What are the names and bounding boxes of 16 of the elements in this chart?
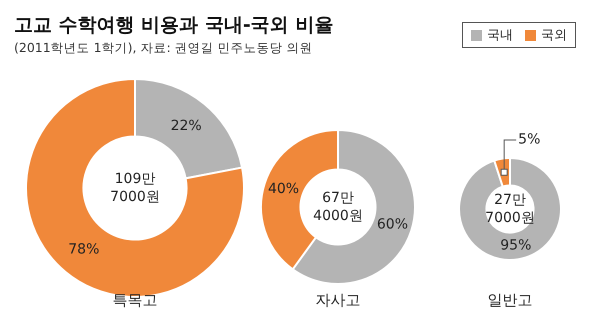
legend-label: 국외: [541, 27, 567, 44]
data-label: 78%: [68, 241, 100, 258]
text: 109만 7000원: [109, 170, 161, 207]
text: 자사고: [314, 291, 362, 310]
chart-title: 고교 수학여행 비용과 국내-국외 비율: [14, 13, 334, 38]
text: 특목고: [112, 291, 158, 310]
legend-label: 국내: [487, 27, 513, 44]
text: (2011학년도 1학기), 자료: 권영길 민주노동당 의원: [14, 40, 313, 57]
data-label: 95%: [500, 237, 532, 254]
data-label: 22%: [170, 118, 202, 134]
text: 27만 7000원: [484, 191, 536, 228]
data-label: 60%: [376, 216, 408, 232]
text: 67만 4000원: [312, 189, 364, 226]
data-label: 40%: [268, 180, 300, 197]
text: 일반고: [486, 291, 534, 310]
data-label: 5%: [518, 132, 540, 148]
